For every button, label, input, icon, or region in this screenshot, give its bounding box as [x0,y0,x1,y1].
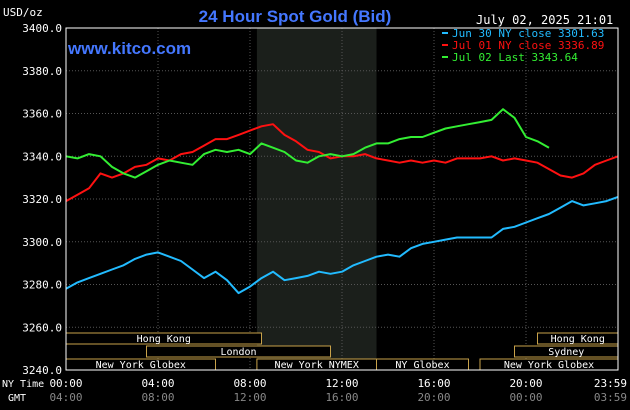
grid-vertical [157,28,527,370]
x-axis-label-gmt: GMT [8,393,26,404]
session-label: London [220,347,256,358]
series-line-0 [65,195,619,295]
session-label: Sydney [548,347,584,358]
session-bar [146,345,331,358]
series-line-2 [65,108,550,179]
x-tick-label-gmt: 08:00 [141,391,174,404]
x-tick-label-gmt: 16:00 [325,391,358,404]
y-tick-label: 3260.0 [22,321,62,334]
plot-border [65,27,619,371]
x-tick-label-gmt: 00:00 [509,391,542,404]
x-tick-label-ny: 16:00 [417,377,450,390]
nymex-session-shading [256,28,377,370]
y-tick-label: 3380.0 [22,65,62,78]
y-tick-label: 3280.0 [22,279,62,292]
y-tick-label: 3300.0 [22,236,62,249]
x-axis-ticks: 00:0004:0004:0008:0008:0012:0012:0016:00… [49,377,627,404]
session-label: New York NYMEX [275,360,359,371]
session-label: NY Globex [395,360,449,371]
unit-label: USD/oz [3,6,43,19]
legend-entry: Jun 30 NY close 3301.63 [452,27,604,40]
y-tick-label: 3400.0 [22,22,62,35]
session-label: New York Globex [96,360,186,371]
x-tick-label-gmt: 04:00 [49,391,82,404]
y-axis-ticks: 3400.0 3380.0 3360.0 3340.0 3320.0 3300.0 3280… [22,22,62,377]
x-axis-label-ny: NY Time [2,379,44,390]
x-tick-label-ny: 12:00 [325,377,358,390]
watermark: www.kitco.com [67,39,191,58]
x-tick-label-gmt: 12:00 [233,391,266,404]
session-label: Hong Kong [137,334,191,345]
y-tick-label: 3340.0 [22,150,62,163]
series-lines [65,108,619,295]
session-label: New York Globex [504,360,594,371]
x-tick-label-gmt: 20:00 [417,391,450,404]
session-label: Hong Kong [551,334,605,345]
x-tick-label-ny: 00:00 [49,377,82,390]
x-tick-label-ny: 04:00 [141,377,174,390]
y-tick-label: 3320.0 [22,193,62,206]
legend-entry: Jul 01 NY close 3336.89 [452,39,604,52]
timestamp: July 02, 2025 21:01 [476,13,613,27]
x-tick-label-ny: 20:00 [509,377,542,390]
chart-title: 24 Hour Spot Gold (Bid) [199,7,392,26]
x-tick-label-ny: 08:00 [233,377,266,390]
legend-entry: Jul 02 Last 3343.64 [452,51,578,64]
x-tick-label-ny: 23:59 [594,377,627,390]
y-tick-label: 3240.0 [22,364,62,377]
x-tick-label-gmt: 03:59 [594,391,627,404]
y-tick-label: 3360.0 [22,108,62,121]
trading-sessions: Hong Kong London New York Globex New York N… [65,332,619,371]
